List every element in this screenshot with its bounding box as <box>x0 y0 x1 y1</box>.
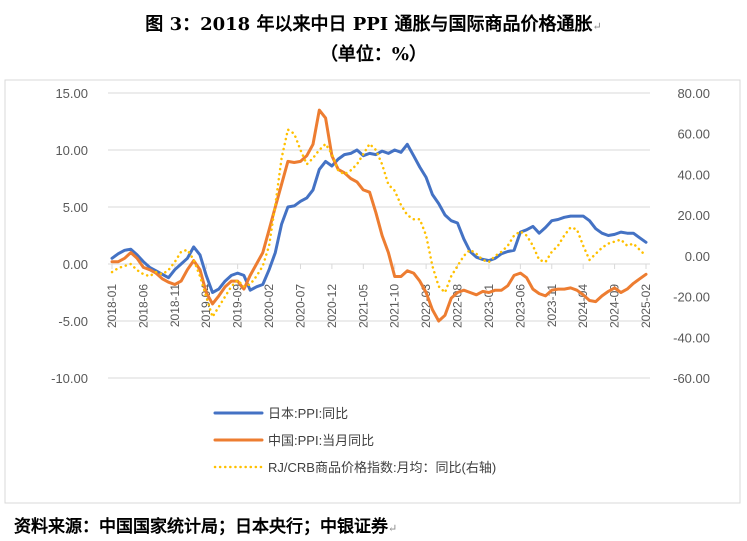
title-text: 图 3：2018 年以来中日 PPI 通胀与国际商品价格通胀 <box>145 14 593 35</box>
chart-border <box>4 79 741 504</box>
x-tick-label: 2023-01 <box>482 284 496 328</box>
x-tick-label: 2023-06 <box>513 284 527 328</box>
y-right-tick-label: -60.00 <box>673 371 710 386</box>
x-tick-label: 2018-01 <box>105 284 119 328</box>
y-left-tick-label: -5.00 <box>58 314 88 329</box>
x-tick-label: 2021-10 <box>388 284 402 328</box>
source-note: 资料来源：中国国家统计局；日本央行；中银证券↵ <box>14 512 397 537</box>
y-right-tick-label: 80.00 <box>677 86 710 101</box>
series-line-0 <box>110 142 648 294</box>
x-tick-label: 2020-12 <box>325 284 339 328</box>
legend-label: 日本:PPI:同比 <box>268 406 348 421</box>
x-tick-label: 2021-05 <box>356 284 370 328</box>
legend-label: RJ/CRB商品价格指数:月均：同比(右轴) <box>268 460 496 475</box>
x-tick-label: 2019-04 <box>199 284 213 328</box>
x-tick-label: 2018-06 <box>136 284 150 328</box>
y-left-tick-label: 15.00 <box>55 86 88 101</box>
y-left-tick-label: 10.00 <box>55 143 88 158</box>
x-tick-label: 2019-09 <box>231 284 245 328</box>
source-text: 资料来源：中国国家统计局；日本央行；中银证券 <box>14 517 388 537</box>
y-left-tick-label: 0.00 <box>63 257 88 272</box>
x-tick-label: 2020-02 <box>262 284 276 328</box>
x-tick-label: 2022-03 <box>419 284 433 328</box>
chart-subtitle: （单位：%） <box>319 44 428 65</box>
y-right-tick-label: 60.00 <box>677 127 710 142</box>
series-line-1 <box>110 108 648 323</box>
x-tick-label: 2025-02 <box>639 284 653 328</box>
y-right-tick-label: 0.00 <box>685 249 710 264</box>
x-tick-label: 2018-11 <box>168 284 182 327</box>
y-right-tick-label: 40.00 <box>677 167 710 182</box>
y-left-tick-label: 5.00 <box>63 200 88 215</box>
legend-label: 中国:PPI:当月同比 <box>268 433 374 448</box>
x-tick-label: 2020-07 <box>293 284 307 328</box>
paragraph-mark: ↵ <box>388 522 398 535</box>
series-line-2 <box>110 128 648 319</box>
y-left-tick-label: -10.00 <box>51 371 88 386</box>
chart-title: 图 3：2018 年以来中日 PPI 通胀与国际商品价格通胀↵ <box>0 10 747 36</box>
y-right-tick-label: -40.00 <box>673 330 710 345</box>
paragraph-mark: ↵ <box>592 20 602 33</box>
y-right-tick-label: 20.00 <box>677 208 710 223</box>
x-tick-label: 2024-09 <box>608 284 622 328</box>
x-tick-label: 2024-04 <box>576 284 590 328</box>
y-right-tick-label: -20.00 <box>673 290 710 305</box>
